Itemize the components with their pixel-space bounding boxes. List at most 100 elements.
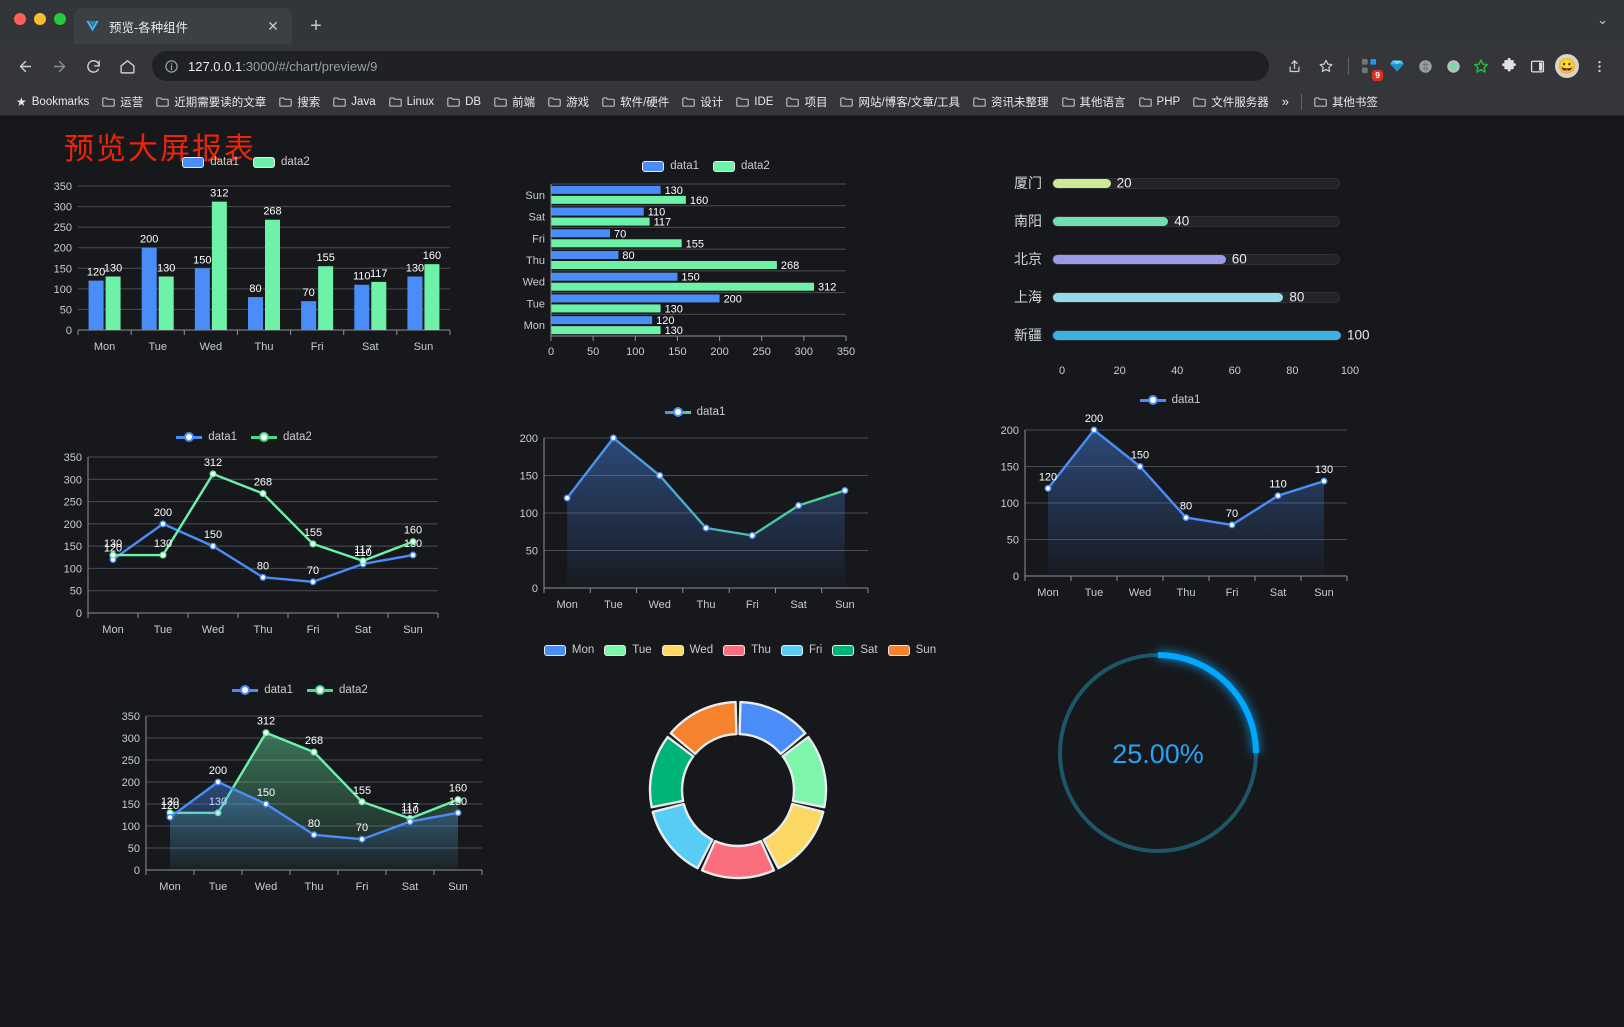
legend-item-sat[interactable]: Sat bbox=[832, 644, 878, 656]
browser-tab[interactable]: 预览-各种组件 ✕ bbox=[74, 8, 292, 44]
side-panel-icon[interactable] bbox=[1524, 53, 1550, 79]
bookmark-manager-button[interactable]: ★ Bookmarks bbox=[10, 92, 95, 112]
legend-label: data1 bbox=[208, 431, 237, 443]
green-circle-icon[interactable] bbox=[1440, 53, 1466, 79]
progress-track[interactable]: 60 bbox=[1052, 252, 1340, 267]
gray-circle-icon[interactable] bbox=[1412, 53, 1438, 79]
legend-item-data1[interactable]: data1 bbox=[232, 684, 293, 696]
bookmark-item[interactable]: 项目 bbox=[780, 91, 833, 113]
svg-text:200: 200 bbox=[1085, 413, 1103, 425]
share-icon[interactable] bbox=[1279, 51, 1309, 81]
chart-area-single: data1 0 50 100 150 200 Mon Tue Wed Thu Fri Sat Sun 1… bbox=[985, 394, 1355, 624]
bookmark-item[interactable]: Java bbox=[327, 93, 381, 111]
svg-text:350: 350 bbox=[122, 711, 140, 723]
svg-text:Tue: Tue bbox=[604, 599, 623, 611]
svg-text:Sun: Sun bbox=[448, 881, 468, 893]
legend-item-tue[interactable]: Tue bbox=[604, 644, 652, 656]
bookmark-item[interactable]: 软件/硬件 bbox=[596, 91, 675, 113]
bookmark-label: DB bbox=[465, 95, 482, 108]
bookmark-item[interactable]: DB bbox=[441, 93, 487, 111]
bookmark-item[interactable]: Linux bbox=[383, 93, 441, 111]
legend-swatch bbox=[780, 644, 803, 656]
avatar-icon[interactable]: 😀 bbox=[1555, 54, 1579, 78]
puzzle-icon[interactable] bbox=[1496, 53, 1522, 79]
bookmark-item[interactable]: IDE bbox=[730, 93, 779, 111]
svg-text:110: 110 bbox=[354, 547, 372, 559]
svg-text:100: 100 bbox=[54, 284, 72, 296]
minimize-window-button[interactable] bbox=[34, 13, 46, 25]
legend-item-data1[interactable]: data1 bbox=[1139, 394, 1200, 406]
site-info-icon[interactable] bbox=[164, 59, 179, 74]
progress-label: 北京 bbox=[1014, 251, 1042, 267]
svg-text:Sat: Sat bbox=[528, 212, 545, 224]
chrome-menu-icon[interactable] bbox=[1584, 51, 1614, 81]
new-tab-button[interactable]: + bbox=[310, 15, 322, 37]
bookmark-item[interactable]: 近期需要读的文章 bbox=[150, 91, 272, 113]
bookmark-item[interactable]: 网站/博客/文章/工具 bbox=[834, 91, 966, 113]
bookmark-item[interactable]: 设计 bbox=[676, 91, 729, 113]
bookmark-label: 运营 bbox=[120, 96, 144, 109]
chart-area-stacked: data1 data2 0 50 100 150 200 250 300 350 Mon Tue W… bbox=[100, 684, 500, 919]
legend-item-data1[interactable]: data1 bbox=[642, 160, 699, 172]
bookmark-item[interactable]: 前端 bbox=[488, 91, 541, 113]
bookmark-item[interactable]: 搜索 bbox=[273, 91, 326, 113]
back-button[interactable] bbox=[10, 51, 40, 81]
home-button[interactable] bbox=[112, 51, 142, 81]
other-bookmarks-folder[interactable]: 其他书签 bbox=[1308, 91, 1384, 113]
bookmark-item[interactable]: 资讯未整理 bbox=[967, 91, 1055, 113]
maximize-window-button[interactable] bbox=[54, 13, 66, 25]
legend-item-data1[interactable]: data1 bbox=[182, 156, 239, 168]
svg-text:100: 100 bbox=[1001, 498, 1019, 510]
svg-text:250: 250 bbox=[753, 346, 771, 358]
progress-track[interactable]: 80 bbox=[1052, 290, 1340, 305]
legend-item-data2[interactable]: data2 bbox=[713, 160, 770, 172]
legend-label: data1 bbox=[696, 406, 726, 418]
legend-item-wed[interactable]: Wed bbox=[661, 644, 713, 656]
legend-item-data1[interactable]: data1 bbox=[664, 406, 726, 418]
reload-button[interactable] bbox=[78, 51, 108, 81]
bookmark-item[interactable]: 游戏 bbox=[542, 91, 595, 113]
bookmark-item[interactable]: 运营 bbox=[96, 91, 149, 113]
svg-text:Tue: Tue bbox=[526, 298, 545, 310]
chart-line-gradient: data1 0 50 100 150 200 Mon Tue Wed Thu Fri Sat Sun bbox=[500, 406, 890, 636]
bookmark-label: Linux bbox=[406, 95, 435, 108]
bookmark-item[interactable]: 其他语言 bbox=[1056, 91, 1132, 113]
svg-text:80: 80 bbox=[1180, 501, 1192, 513]
svg-text:Sat: Sat bbox=[790, 599, 807, 611]
close-window-button[interactable] bbox=[14, 13, 26, 25]
legend-item-data2[interactable]: data2 bbox=[307, 684, 368, 696]
window-controls bbox=[14, 13, 66, 25]
legend-item-fri[interactable]: Fri bbox=[780, 644, 822, 656]
close-icon[interactable]: ✕ bbox=[267, 18, 279, 34]
progress-row: 北京 60 bbox=[1000, 240, 1380, 278]
address-bar[interactable]: 127.0.0.1:3000/#/chart/preview/9 bbox=[152, 51, 1269, 81]
progress-track[interactable]: 100 bbox=[1052, 328, 1370, 343]
diamond-icon[interactable] bbox=[1384, 53, 1410, 79]
bookmark-item[interactable]: PHP bbox=[1133, 93, 1187, 111]
bookmark-item[interactable]: 文件服务器 bbox=[1187, 91, 1275, 113]
svg-text:Tue: Tue bbox=[1085, 587, 1104, 599]
chevron-down-icon[interactable]: ⌄ bbox=[1597, 12, 1608, 27]
bookmark-star-icon[interactable] bbox=[1311, 51, 1341, 81]
legend-item-mon[interactable]: Mon bbox=[543, 644, 594, 656]
legend-item-thu[interactable]: Thu bbox=[723, 644, 771, 656]
legend-item-sun[interactable]: Sun bbox=[887, 644, 936, 656]
extensions-grid-icon[interactable]: 9 bbox=[1356, 53, 1383, 81]
legend-item-data1[interactable]: data1 bbox=[176, 431, 237, 443]
forward-button[interactable] bbox=[44, 51, 74, 81]
folder-icon bbox=[102, 96, 116, 107]
donut-plot bbox=[648, 700, 828, 880]
green-star-icon[interactable] bbox=[1468, 53, 1494, 79]
progress-track[interactable]: 20 bbox=[1052, 176, 1340, 191]
svg-text:130: 130 bbox=[1315, 464, 1333, 476]
svg-text:117: 117 bbox=[654, 217, 672, 229]
folder-icon bbox=[1193, 96, 1206, 107]
svg-text:350: 350 bbox=[54, 181, 72, 193]
progress-track[interactable]: 40 bbox=[1052, 214, 1340, 229]
legend-item-data2[interactable]: data2 bbox=[253, 156, 310, 168]
bookmarks-overflow-icon[interactable]: » bbox=[1281, 94, 1289, 109]
bookmark-label: 项目 bbox=[804, 96, 828, 109]
legend-item-data2[interactable]: data2 bbox=[251, 431, 312, 443]
svg-text:200: 200 bbox=[1001, 425, 1019, 437]
svg-text:Sun: Sun bbox=[414, 341, 434, 353]
